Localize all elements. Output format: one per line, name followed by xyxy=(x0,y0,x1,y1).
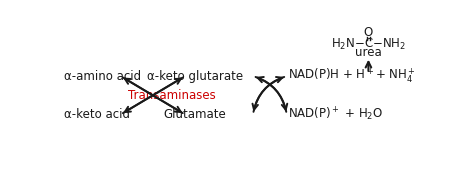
Text: NAD(P)$^+$ + H$_2$O: NAD(P)$^+$ + H$_2$O xyxy=(288,106,383,123)
Text: Transaminases: Transaminases xyxy=(128,89,216,102)
Text: H$_2$N$-$C$-$NH$_2$: H$_2$N$-$C$-$NH$_2$ xyxy=(331,37,406,52)
Text: α-keto acid: α-keto acid xyxy=(64,108,130,121)
Text: α-amino acid: α-amino acid xyxy=(64,70,141,83)
Text: O: O xyxy=(364,26,373,39)
Text: NAD(P)H + H$^+$+ NH$_4^+$: NAD(P)H + H$^+$+ NH$_4^+$ xyxy=(288,67,415,85)
Text: urea: urea xyxy=(355,46,382,59)
Text: α-keto glutarate: α-keto glutarate xyxy=(147,70,243,83)
Text: Glutamate: Glutamate xyxy=(164,108,227,121)
